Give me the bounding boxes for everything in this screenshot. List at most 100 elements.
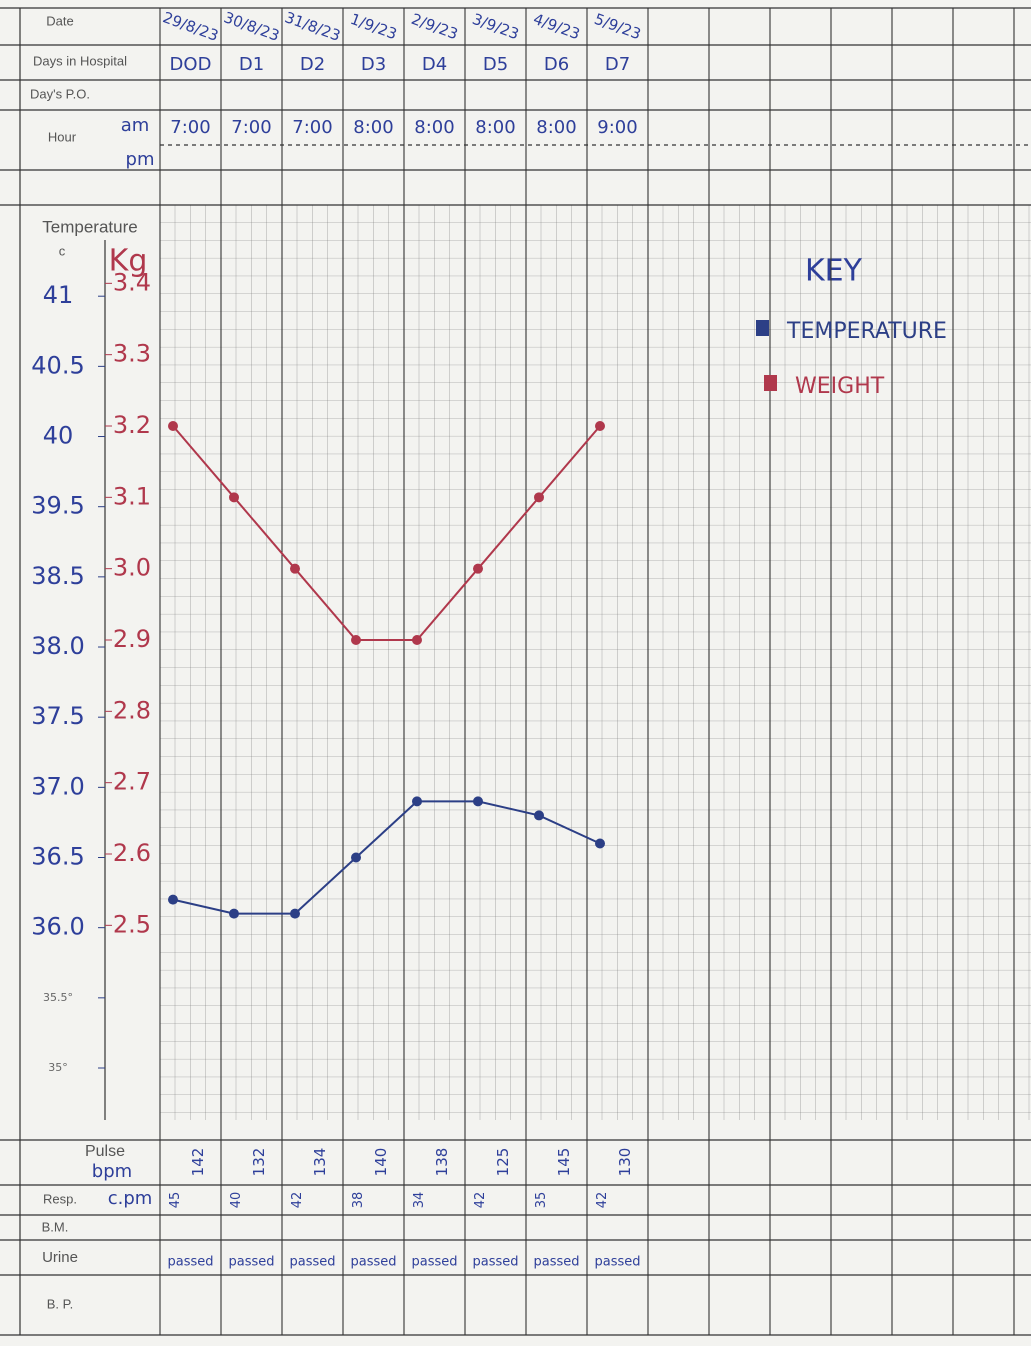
am-hour: 9:00 bbox=[597, 117, 637, 138]
resp: 45 bbox=[168, 1192, 183, 1209]
urine: passed bbox=[350, 1255, 396, 1270]
pulse: 145 bbox=[555, 1148, 573, 1177]
legend-swatch bbox=[764, 375, 777, 391]
data-point bbox=[473, 796, 483, 807]
legend-title: KEY bbox=[805, 254, 863, 289]
temperature-tick-label: 36.5 bbox=[31, 843, 84, 871]
series-line bbox=[172, 800, 601, 915]
data-point bbox=[168, 421, 178, 431]
day: D7 bbox=[605, 54, 630, 75]
temperature-tick-label: 41 bbox=[43, 281, 74, 309]
data-point bbox=[290, 563, 300, 574]
weight-tick-label: 3.0 bbox=[113, 554, 151, 582]
resp: 42 bbox=[290, 1192, 305, 1209]
temperature-unit: c bbox=[59, 243, 66, 258]
resp: 35 bbox=[534, 1192, 549, 1209]
pm-label: pm bbox=[126, 149, 155, 170]
temperature-tick-label: 35.5° bbox=[43, 991, 73, 1004]
data-point bbox=[229, 492, 239, 503]
temperature-tick-label: 40.5 bbox=[31, 351, 84, 379]
day: D2 bbox=[300, 54, 325, 75]
data-point bbox=[534, 810, 544, 821]
am-hour: 8:00 bbox=[353, 117, 393, 138]
resp: 40 bbox=[229, 1192, 244, 1209]
am-hour: 7:00 bbox=[231, 117, 271, 138]
legend-label: WEIGHT bbox=[795, 374, 885, 399]
pulse: 125 bbox=[494, 1148, 512, 1177]
am-hour: 8:00 bbox=[475, 117, 515, 138]
am-hour: 7:00 bbox=[292, 117, 332, 138]
days-label: Days in Hospital bbox=[33, 53, 127, 68]
bm-label: B.M. bbox=[42, 1219, 69, 1234]
temperature-label: Temperature bbox=[42, 217, 137, 236]
am-hour: 8:00 bbox=[536, 117, 576, 138]
day: DOD bbox=[170, 54, 212, 75]
weight-unit: Kg bbox=[109, 244, 148, 279]
pulse: 142 bbox=[189, 1148, 207, 1177]
bp-label: B. P. bbox=[47, 1296, 74, 1311]
legend-swatch bbox=[756, 320, 769, 336]
series-line bbox=[172, 425, 601, 641]
row-lines bbox=[0, 7, 1031, 1336]
resp: 42 bbox=[473, 1192, 488, 1209]
pulse: 130 bbox=[616, 1148, 634, 1177]
temperature-tick-label: 37.5 bbox=[31, 702, 84, 730]
data-point bbox=[412, 796, 422, 807]
weight-tick-label: 2.9 bbox=[113, 625, 151, 653]
pulse: 140 bbox=[372, 1148, 390, 1177]
weight-tick-label: 2.5 bbox=[113, 910, 151, 938]
temperature-tick-label: 37.0 bbox=[31, 772, 84, 800]
weight-tick-label: 2.8 bbox=[113, 696, 151, 724]
day: D6 bbox=[544, 54, 569, 75]
am-hour: 7:00 bbox=[170, 117, 210, 138]
am-hour: 8:00 bbox=[414, 117, 454, 138]
weight-tick-label: 2.6 bbox=[113, 839, 151, 867]
weight-tick-label: 3.2 bbox=[113, 411, 151, 439]
urine: passed bbox=[472, 1255, 518, 1270]
po-label: Day's P.O. bbox=[30, 86, 90, 101]
am-label: am bbox=[121, 115, 150, 136]
temperature-tick-label: 35° bbox=[48, 1061, 68, 1074]
resp-unit: c.pm bbox=[108, 1188, 153, 1209]
urine: passed bbox=[289, 1255, 335, 1270]
legend-label: TEMPERATURE bbox=[786, 319, 947, 344]
hour-label: Hour bbox=[48, 129, 77, 144]
temperature-tick-label: 39.5 bbox=[31, 492, 84, 520]
resp-label: Resp. bbox=[43, 1191, 77, 1206]
weight-tick-label: 3.4 bbox=[113, 268, 151, 296]
pulse-unit: bpm bbox=[92, 1161, 132, 1182]
day: D4 bbox=[422, 54, 447, 75]
data-point bbox=[351, 635, 361, 645]
resp: 38 bbox=[351, 1192, 366, 1209]
resp: 42 bbox=[595, 1192, 610, 1209]
data-point bbox=[412, 635, 422, 645]
urine: passed bbox=[411, 1255, 457, 1270]
weight-tick-label: 3.1 bbox=[113, 482, 151, 510]
data-point bbox=[534, 492, 544, 503]
graph-grid bbox=[160, 205, 1031, 1120]
date-label: Date bbox=[46, 13, 73, 28]
pulse: 138 bbox=[433, 1148, 451, 1177]
urine: passed bbox=[167, 1255, 213, 1270]
weight-tick-label: 2.7 bbox=[113, 768, 151, 796]
weight-tick-label: 3.3 bbox=[113, 340, 151, 368]
pulse: 134 bbox=[311, 1148, 329, 1177]
day: D3 bbox=[361, 54, 386, 75]
temperature-tick-label: 38.0 bbox=[31, 632, 84, 660]
temperature-tick-label: 38.5 bbox=[31, 562, 84, 590]
data-point bbox=[290, 908, 300, 919]
data-point bbox=[229, 908, 239, 919]
pulse: 132 bbox=[250, 1148, 268, 1177]
data-point bbox=[351, 852, 361, 863]
data-point bbox=[595, 838, 605, 849]
temperature-tick-label: 40 bbox=[43, 422, 74, 450]
data-point bbox=[168, 894, 178, 905]
data-point bbox=[473, 563, 483, 574]
resp: 34 bbox=[412, 1192, 427, 1209]
day: D5 bbox=[483, 54, 508, 75]
urine: passed bbox=[594, 1255, 640, 1270]
pulse-label: Pulse bbox=[85, 1143, 125, 1160]
urine: passed bbox=[533, 1255, 579, 1270]
urine: passed bbox=[228, 1255, 274, 1270]
